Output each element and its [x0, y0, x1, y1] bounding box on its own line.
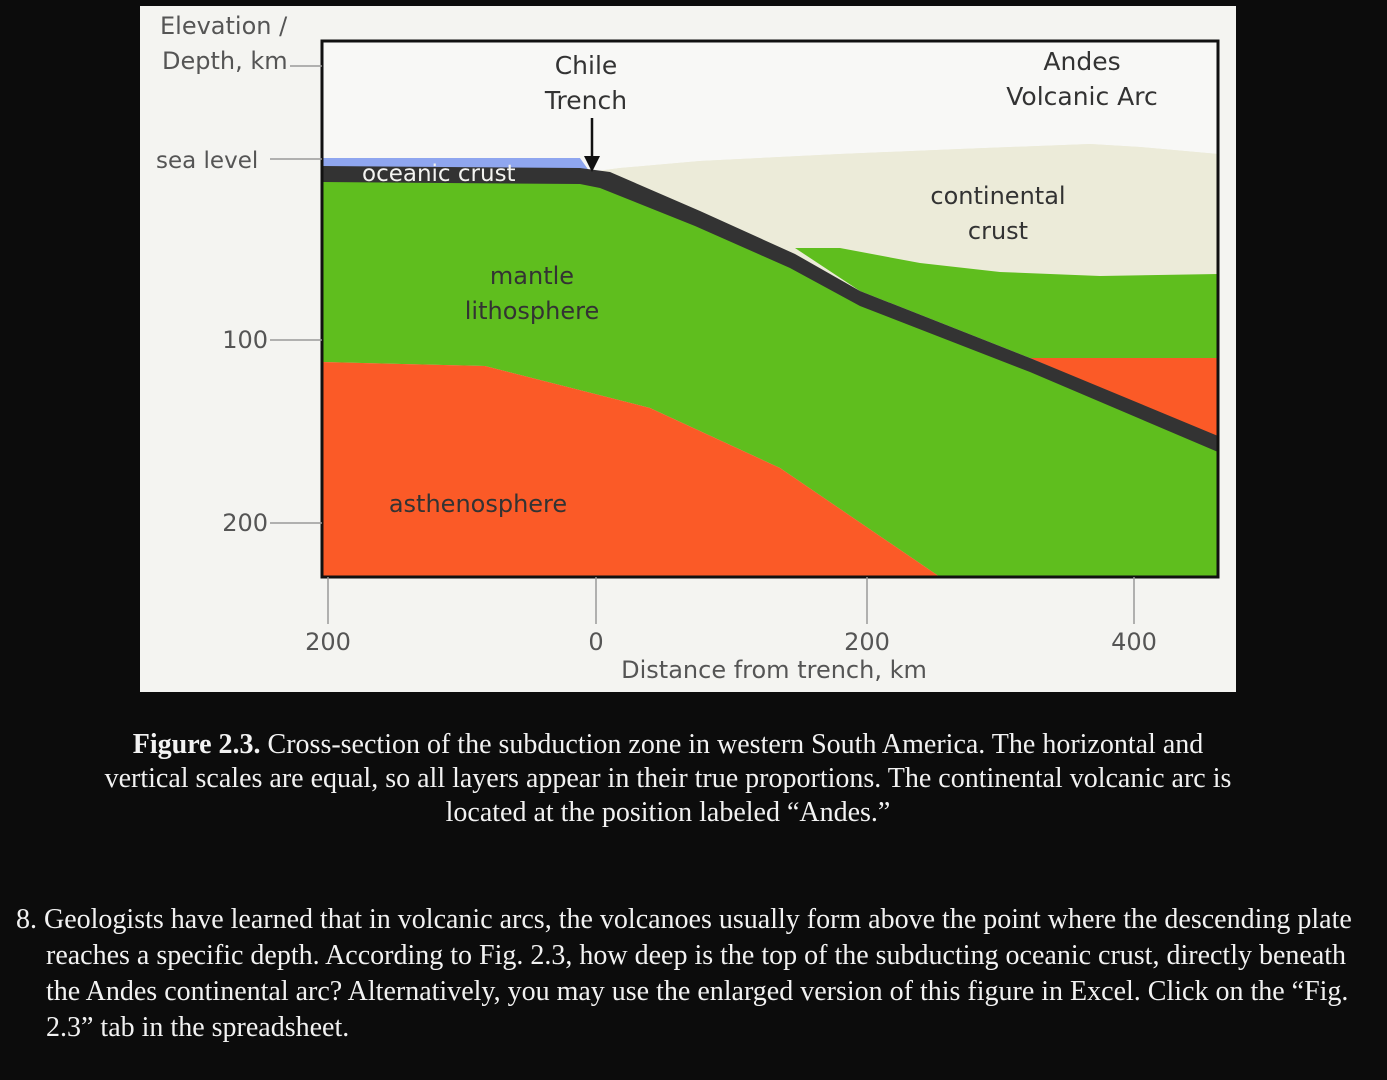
y-axis-tick-label-200: 200 [222, 509, 268, 537]
x-tick-label: 0 [588, 628, 603, 656]
trench-arrow-icon [584, 156, 600, 172]
arc-label-line2: Volcanic Arc [1006, 82, 1158, 111]
air-region [322, 41, 1218, 172]
arc-label-line1: Andes [1043, 47, 1120, 76]
x-tick-label: 200 [844, 628, 890, 656]
x-tick-label: 200 [305, 628, 351, 656]
x-tick-label: 400 [1111, 628, 1157, 656]
caption-figure-number: Figure 2.3. [132, 729, 261, 760]
y-axis-tick-label-100: 100 [222, 326, 268, 354]
question-8: 8. Geologists have learned that in volca… [16, 904, 1352, 1043]
y-axis-title-line2: Depth, km [162, 47, 288, 75]
mantle-label-line2: lithosphere [465, 297, 599, 325]
asthenosphere-label: asthenosphere [389, 490, 567, 518]
continental-crust-layer [590, 144, 1218, 276]
x-axis-title: Distance from trench, km [621, 656, 927, 684]
asthenosphere-layer [322, 362, 940, 577]
cross-section-diagram: Elevation / Depth, km sea level 100 200 … [156, 12, 1220, 684]
figure-caption: Figure 2.3. Cross-section of the subduct… [88, 728, 1248, 830]
mantle-lithosphere-layer [322, 172, 1218, 577]
y-axis-title-line1: Elevation / [160, 12, 288, 40]
plot-frame [320, 39, 1220, 579]
continental-crust-label-line1: continental [930, 182, 1065, 210]
caption-text: Cross-section of the subduction zone in … [104, 729, 1232, 828]
mantle-label-line1: mantle [490, 262, 574, 290]
continental-crust-label-line2: crust [968, 217, 1028, 245]
oceanic-crust-label: oceanic crust [362, 161, 516, 187]
trench-label-line1: Chile [555, 51, 618, 80]
trench-label-line2: Trench [544, 86, 627, 115]
continental-mantle-layer [795, 248, 1218, 358]
y-axis-sea-level-label: sea level [156, 148, 258, 174]
figure-panel: Elevation / Depth, km sea level 100 200 … [140, 6, 1236, 692]
